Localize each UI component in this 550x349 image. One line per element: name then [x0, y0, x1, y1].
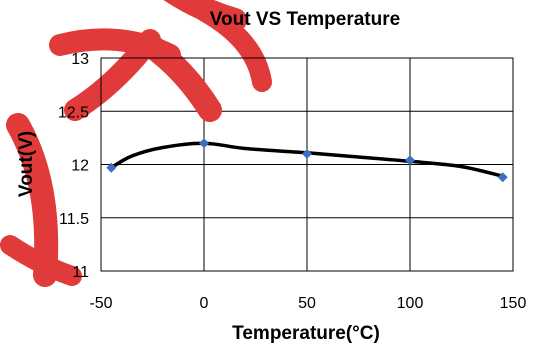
data-point — [405, 155, 415, 166]
data-point — [199, 138, 209, 149]
plot-area — [100, 57, 514, 272]
data-point — [106, 162, 117, 173]
x-tick-label: 150 — [500, 295, 527, 312]
y-tick-label: 12.5 — [58, 104, 89, 121]
chart-title: Vout VS Temperature — [210, 9, 400, 30]
data-markers — [106, 138, 508, 183]
data-point — [497, 172, 508, 183]
y-tick-labels: 11 11.5 12 12.5 13 — [58, 51, 89, 281]
data-point — [302, 148, 312, 159]
trend-line — [109, 141, 505, 178]
x-axis-title: Temperature(°C) — [232, 323, 380, 344]
x-tick-label: -50 — [89, 295, 112, 312]
x-tick-label: 0 — [200, 295, 209, 312]
y-tick-label: 13 — [71, 51, 89, 68]
x-tick-label: 50 — [298, 295, 316, 312]
y-axis-title: Vout(V) — [16, 131, 37, 197]
y-tick-label: 11 — [72, 264, 89, 281]
y-tick-label: 11.5 — [59, 211, 89, 228]
y-tick-label: 12 — [71, 158, 89, 175]
watermark — [0, 0, 272, 287]
x-tick-labels: -50 0 50 100 150 — [89, 295, 526, 312]
x-tick-label: 100 — [397, 295, 424, 312]
